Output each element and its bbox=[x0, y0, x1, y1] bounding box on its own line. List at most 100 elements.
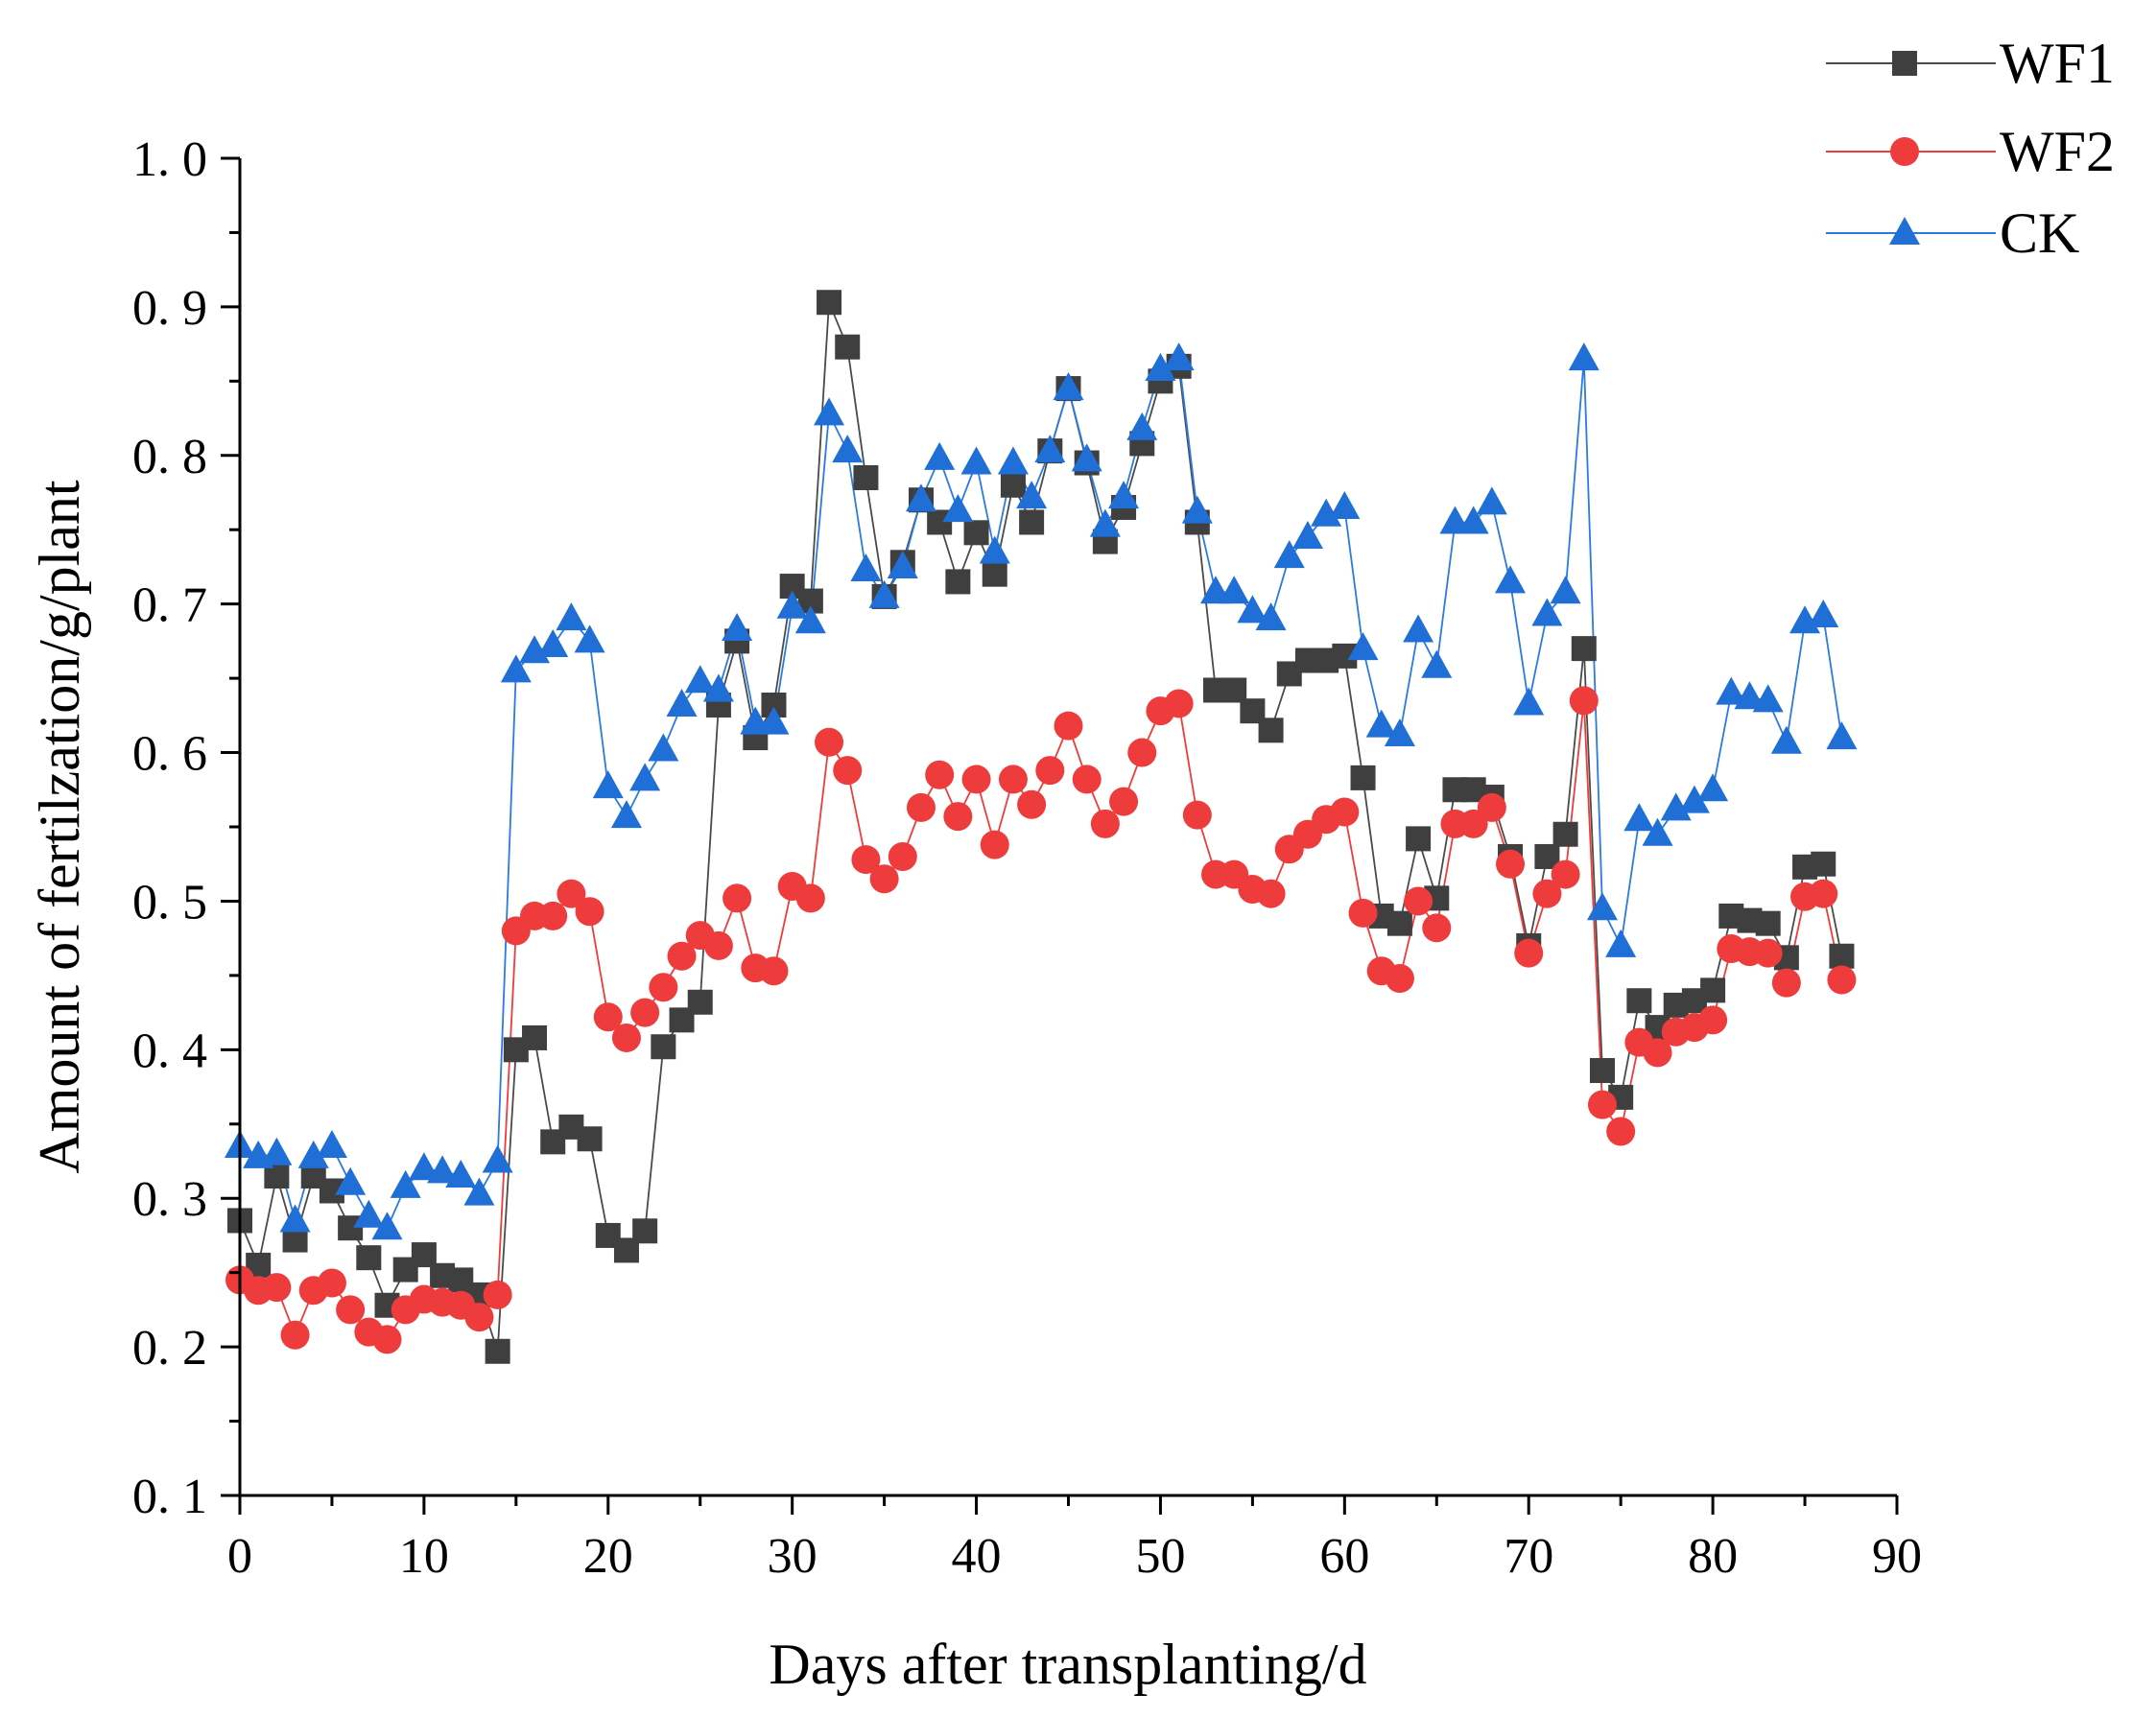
data-point-wf2 bbox=[1256, 879, 1286, 908]
x-tick-label: 40 bbox=[952, 1529, 1002, 1584]
data-point-ck bbox=[1457, 506, 1489, 534]
x-tick-label: 50 bbox=[1135, 1529, 1185, 1584]
data-point-wf2 bbox=[280, 1320, 310, 1350]
data-point-wf2 bbox=[630, 998, 660, 1027]
data-point-ck bbox=[1697, 773, 1729, 802]
data-point-ck bbox=[814, 397, 845, 426]
data-point-ck bbox=[684, 665, 716, 694]
y-tick-label: 0. 4 bbox=[132, 1024, 207, 1078]
legend-label-wf2: WF2 bbox=[2000, 120, 2115, 183]
data-point-ck bbox=[1568, 342, 1599, 371]
data-point-ck bbox=[1163, 342, 1195, 371]
data-point-ck bbox=[1660, 792, 1692, 821]
series-line-wf2 bbox=[239, 700, 1843, 1341]
data-point-wf2 bbox=[1090, 809, 1120, 838]
data-point-wf1 bbox=[356, 1245, 382, 1271]
x-tick-label: 30 bbox=[768, 1529, 817, 1584]
data-point-wf1 bbox=[1019, 509, 1045, 535]
data-point-ck bbox=[1403, 614, 1434, 643]
series-line-ck bbox=[239, 357, 1843, 1230]
y-tick-label: 0. 2 bbox=[132, 1321, 207, 1376]
data-point-wf1 bbox=[1755, 910, 1781, 936]
data-point-ck bbox=[445, 1159, 477, 1188]
data-point-ck bbox=[279, 1204, 311, 1233]
data-point-ck bbox=[979, 535, 1010, 564]
data-point-wf2 bbox=[888, 841, 917, 871]
data-point-ck bbox=[722, 612, 753, 641]
data-point-wf1 bbox=[982, 561, 1007, 587]
data-point-ck bbox=[1770, 725, 1802, 754]
data-point-wf1 bbox=[1350, 765, 1376, 790]
data-point-wf2 bbox=[795, 883, 825, 913]
x-tick-label: 70 bbox=[1504, 1529, 1553, 1584]
data-point-wf2 bbox=[1164, 689, 1194, 718]
data-point-ck bbox=[1531, 598, 1563, 626]
legend: WF1 WF2 CK bbox=[1826, 32, 2115, 265]
data-point-wf1 bbox=[1406, 826, 1432, 852]
data-point-wf2 bbox=[538, 901, 568, 930]
data-point-ck bbox=[390, 1169, 421, 1198]
data-point-ck bbox=[924, 441, 956, 470]
x-tick-label: 80 bbox=[1688, 1529, 1738, 1584]
data-point-wf2 bbox=[723, 883, 752, 913]
data-point-ck bbox=[316, 1130, 347, 1159]
data-point-ck bbox=[408, 1152, 439, 1181]
legend-marker-wf1 bbox=[1892, 51, 1917, 76]
data-point-ck bbox=[832, 435, 864, 463]
series-line-wf1 bbox=[239, 301, 1843, 1353]
data-point-ck bbox=[905, 483, 936, 512]
plot-lines bbox=[239, 301, 1843, 1353]
legend-label-wf1: WF1 bbox=[2000, 32, 2115, 95]
data-point-wf2 bbox=[483, 1280, 512, 1309]
data-point-wf2 bbox=[611, 1023, 641, 1052]
data-point-ck bbox=[942, 494, 974, 523]
legend-marker-wf2 bbox=[1890, 137, 1919, 166]
y-axis-title: Amount of fertilzation/g/plant bbox=[28, 480, 91, 1173]
data-point-wf2 bbox=[1496, 849, 1526, 879]
data-point-wf2 bbox=[575, 897, 604, 927]
data-point-wf2 bbox=[317, 1268, 346, 1298]
data-point-wf1 bbox=[522, 1024, 548, 1050]
data-point-ck bbox=[794, 605, 826, 634]
data-point-wf2 bbox=[1182, 800, 1212, 830]
data-point-ck bbox=[1034, 435, 1066, 463]
y-tick-label: 0. 6 bbox=[132, 727, 207, 782]
data-point-wf2 bbox=[262, 1273, 292, 1303]
data-point-ck bbox=[629, 763, 661, 791]
data-point-ck bbox=[297, 1140, 329, 1168]
data-point-wf2 bbox=[667, 941, 697, 971]
data-point-ck bbox=[500, 654, 532, 683]
data-point-wf1 bbox=[1811, 851, 1836, 877]
data-point-wf1 bbox=[1571, 636, 1597, 662]
data-point-wf2 bbox=[557, 879, 586, 908]
data-point-ck bbox=[1219, 576, 1250, 604]
data-point-wf1 bbox=[1626, 988, 1652, 1014]
x-tick-label: 60 bbox=[1319, 1529, 1369, 1584]
data-point-ck bbox=[574, 624, 605, 653]
data-point-wf2 bbox=[1330, 797, 1360, 827]
data-point-wf1 bbox=[485, 1338, 510, 1364]
data-point-ck bbox=[1016, 481, 1048, 509]
data-point-ck bbox=[1586, 892, 1618, 921]
data-point-ck bbox=[1752, 684, 1784, 713]
data-point-ck bbox=[1605, 929, 1637, 957]
data-point-wf2 bbox=[1422, 913, 1452, 943]
legend-label-ck: CK bbox=[2000, 201, 2079, 265]
data-point-ck bbox=[1291, 520, 1323, 549]
data-point-ck bbox=[427, 1155, 459, 1184]
x-tick-label: 10 bbox=[399, 1529, 449, 1584]
data-point-wf2 bbox=[833, 756, 863, 786]
legend-marker-ck bbox=[1889, 217, 1920, 245]
data-point-wf1 bbox=[963, 520, 989, 546]
data-point-ck bbox=[261, 1137, 293, 1165]
data-point-ck bbox=[1623, 803, 1655, 832]
data-point-ck bbox=[666, 688, 698, 717]
y-tick-label: 0. 7 bbox=[132, 578, 207, 633]
data-point-wf1 bbox=[853, 465, 879, 491]
data-point-ck bbox=[1642, 817, 1673, 846]
data-point-ck bbox=[1126, 412, 1158, 440]
data-point-wf2 bbox=[1127, 738, 1157, 767]
data-point-wf2 bbox=[1532, 879, 1562, 908]
data-point-wf1 bbox=[1700, 977, 1726, 1003]
